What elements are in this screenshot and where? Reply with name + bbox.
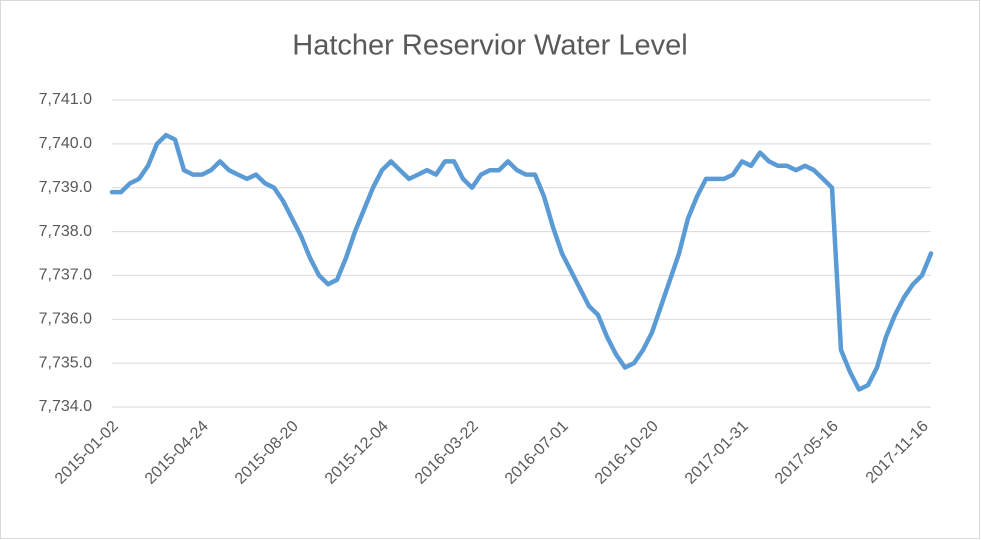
y-tick-label: 7,734.0 [39, 398, 92, 415]
y-tick-label: 7,740.0 [39, 135, 92, 152]
y-tick-label: 7,739.0 [39, 179, 92, 196]
y-tick-label: 7,737.0 [39, 267, 92, 284]
data-line [109, 132, 934, 392]
y-tick-label: 7,741.0 [39, 91, 92, 108]
chart-title: Hatcher Reservior Water Level [292, 30, 687, 62]
y-tick-label: 7,735.0 [39, 354, 92, 371]
y-tick-label: 7,738.0 [39, 223, 92, 240]
y-tick-label: 7,736.0 [39, 311, 92, 328]
